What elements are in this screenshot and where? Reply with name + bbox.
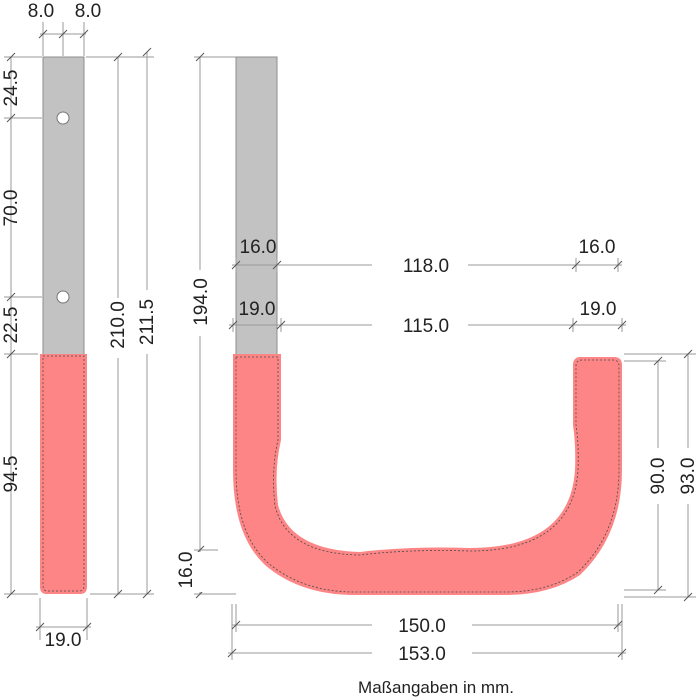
dim-front-height-label: 194.0 [191,278,212,326]
dim-arm-width-right-label: 19.0 [580,299,617,320]
dim-segment-holes-label: 70.0 [1,190,22,227]
side-mounting-hole-top [56,111,70,125]
dim-thickness-right-label: 8.0 [75,1,101,22]
dim-length-inner-gap [108,298,128,358]
dim-inner-wall-top-label: 16.0 [240,237,277,258]
dim-front-bottom-gap [190,552,210,592]
dim-length-total-label: 211.5 [137,299,158,345]
dim-segment-top-label: 24.5 [1,70,22,107]
dim-inner-wall-top-right-label: 16.0 [579,237,616,258]
dim-right-height-inner-label: 90.0 [648,458,669,495]
dim-right-height-outer-label: 93.0 [678,458,699,495]
dim-thickness [38,22,89,56]
front-coated-hook [233,354,622,595]
dim-arm-row-gap [372,314,468,336]
dim-thickness-left-label: 8.0 [28,1,54,22]
front-view: 194.0 16.0 16.0 118.0 16.0 [176,52,699,665]
dim-inner-span-top-label: 118.0 [403,256,449,277]
front-coating-seam [235,356,620,593]
units-caption: Maßangaben in mm. [358,678,514,697]
dim-right-outer-gap [678,448,698,504]
dim-side-width [35,598,92,640]
side-steel-strip [42,56,85,356]
dim-length-total-gap [137,290,157,354]
dim-front-bottom-label: 16.0 [176,552,197,589]
dim-inner-span-label: 115.0 [403,316,449,337]
dim-side-segments [4,52,42,599]
dim-inner-top-gap [372,254,468,276]
dim-width-outer-gap [372,642,472,664]
dim-segment-coated-label: 94.5 [1,456,22,493]
side-coating [40,354,87,594]
dim-segment-lower-label: 22.5 [1,307,22,344]
side-view: 8.0 8.0 24.5 70.0 22.5 94.5 [1,1,158,651]
front-steel-arm [235,56,278,356]
dim-right-inner-gap [648,448,668,504]
dim-width-inner-label: 150.0 [398,616,446,637]
dim-side-width-label: 19.0 [45,630,82,651]
side-mounting-hole-bottom [56,290,70,304]
dim-arm-width-left-label: 19.0 [239,299,276,320]
dim-length-inner-label: 210.0 [108,301,129,349]
dim-front-height-gap [190,270,210,336]
dim-width-inner-gap [372,614,472,636]
dim-width-outer-label: 153.0 [398,644,446,665]
